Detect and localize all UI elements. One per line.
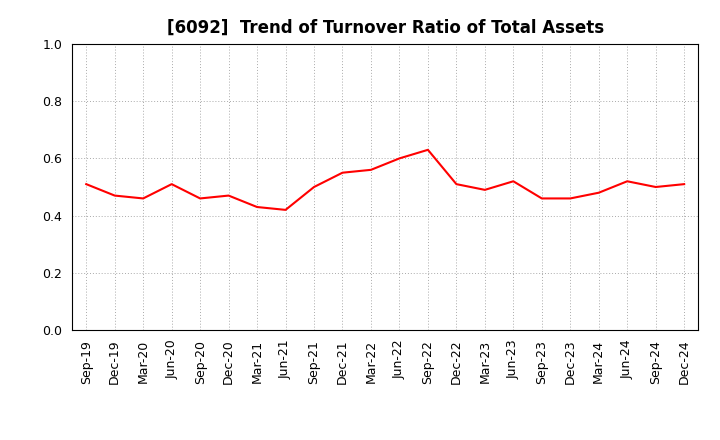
Title: [6092]  Trend of Turnover Ratio of Total Assets: [6092] Trend of Turnover Ratio of Total …: [166, 19, 604, 37]
